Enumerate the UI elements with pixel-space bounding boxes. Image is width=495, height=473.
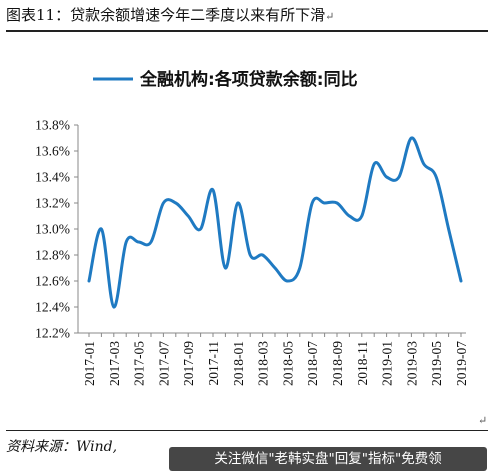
legend-label: 全融机构:各项贷款余额:同比 (139, 69, 358, 90)
x-tick-label: 2018-01 (231, 341, 246, 386)
x-tick-label: 2019-03 (404, 341, 419, 386)
x-tick-label: 2017-11 (206, 341, 221, 386)
y-tick-label: 12.6% (35, 274, 70, 289)
y-tick-label: 13.0% (35, 222, 70, 237)
figure-title-text: 图表11：贷款余额增速今年二季度以来有所下滑 (6, 6, 326, 24)
y-tick-label: 13.8% (35, 118, 70, 133)
y-tick-label: 12.8% (35, 248, 70, 263)
source-note: 资料来源：Wind, (6, 439, 118, 455)
y-tick-label: 12.4% (35, 300, 70, 315)
bottom-rule (6, 430, 488, 431)
x-tick-label: 2019-07 (454, 341, 469, 386)
x-tick-label: 2018-03 (256, 341, 271, 386)
paragraph-return-mark: ↵ (478, 414, 488, 427)
x-tick-label: 2018-05 (280, 341, 295, 386)
x-tick-label: 2017-05 (132, 341, 147, 386)
y-tick-label: 13.2% (35, 196, 70, 211)
figure-title-return-mark: ↵ (325, 10, 335, 23)
y-tick-label: 12.2% (35, 326, 70, 341)
y-tick-label: 13.6% (35, 144, 70, 159)
x-tick-label: 2017-01 (82, 341, 97, 386)
top-rule (6, 30, 488, 32)
y-tick-label: 13.4% (35, 170, 70, 185)
x-tick-label: 2017-09 (181, 341, 196, 386)
watermark-banner: 关注微信"老韩实盘"回复"指标"免费领 (169, 447, 487, 471)
series-line (87, 136, 463, 309)
x-tick-label: 2017-03 (107, 341, 122, 386)
x-tick-label: 2018-07 (305, 341, 320, 386)
x-tick-label: 2017-07 (156, 341, 171, 386)
figure-title: 图表11：贷款余额增速今年二季度以来有所下滑↵ (6, 4, 489, 25)
x-tick-label: 2018-09 (330, 341, 345, 386)
x-tick-label: 2019-05 (429, 341, 444, 386)
x-tick-label: 2018-11 (355, 341, 370, 386)
x-tick-label: 2019-01 (380, 341, 395, 386)
